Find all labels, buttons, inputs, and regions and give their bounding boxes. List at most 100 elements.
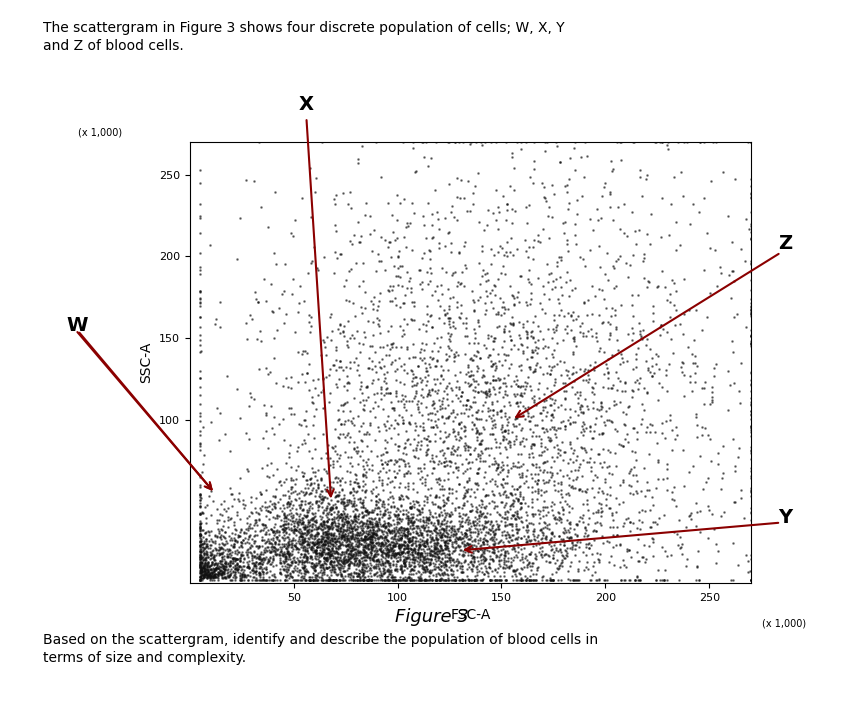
Point	[479, 285, 493, 296]
Point	[400, 468, 413, 479]
Point	[504, 559, 518, 570]
Point	[240, 561, 254, 572]
Point	[243, 546, 256, 557]
Point	[716, 441, 730, 452]
Point	[356, 535, 369, 546]
Point	[487, 528, 501, 540]
Point	[223, 545, 236, 556]
Point	[332, 574, 346, 585]
Point	[391, 547, 405, 559]
Point	[224, 533, 238, 544]
Point	[744, 574, 758, 585]
Point	[357, 428, 371, 439]
Point	[372, 516, 386, 528]
Point	[354, 567, 368, 578]
Point	[418, 557, 432, 569]
Point	[627, 518, 640, 529]
Point	[361, 507, 375, 518]
Point	[219, 558, 233, 570]
Point	[308, 471, 322, 482]
Point	[479, 501, 493, 512]
Point	[677, 391, 691, 402]
Point	[230, 536, 244, 547]
Point	[329, 491, 343, 502]
Point	[216, 562, 230, 574]
Point	[352, 574, 366, 585]
Point	[286, 503, 299, 514]
Point	[572, 461, 586, 473]
Point	[514, 551, 528, 562]
Point	[536, 537, 550, 548]
Point	[198, 571, 211, 582]
Point	[374, 466, 387, 477]
Point	[316, 540, 330, 552]
Point	[353, 557, 367, 568]
Point	[308, 574, 322, 585]
Point	[218, 572, 232, 584]
Point	[362, 518, 375, 530]
Point	[294, 530, 308, 542]
Point	[402, 560, 416, 572]
Point	[406, 368, 420, 380]
Point	[399, 241, 413, 252]
Point	[385, 550, 399, 561]
Point	[681, 341, 695, 353]
Point	[340, 494, 354, 506]
Point	[302, 574, 316, 585]
Point	[473, 551, 487, 562]
Point	[312, 504, 325, 515]
Point	[498, 407, 512, 418]
Point	[210, 572, 224, 583]
Point	[690, 432, 704, 443]
Point	[348, 543, 362, 555]
Point	[283, 498, 297, 510]
Point	[354, 572, 368, 583]
Point	[525, 493, 539, 505]
Point	[432, 552, 445, 563]
Point	[280, 522, 294, 533]
Point	[582, 542, 595, 553]
Text: Y: Y	[778, 508, 792, 527]
Point	[644, 208, 658, 220]
Point	[324, 549, 337, 560]
Point	[465, 542, 479, 554]
Point	[553, 156, 567, 168]
Point	[488, 574, 501, 585]
Point	[300, 552, 314, 564]
Point	[397, 555, 411, 566]
Point	[329, 354, 343, 365]
Point	[331, 381, 344, 392]
Point	[241, 522, 255, 533]
Point	[496, 464, 510, 475]
Point	[211, 570, 225, 581]
Point	[442, 343, 456, 354]
Point	[398, 543, 412, 555]
Point	[193, 415, 207, 427]
Point	[338, 524, 352, 535]
Point	[566, 348, 580, 360]
Point	[211, 547, 224, 559]
Point	[583, 456, 596, 468]
Point	[356, 506, 369, 518]
Point	[359, 429, 373, 440]
Point	[397, 525, 411, 536]
Point	[419, 534, 433, 545]
Point	[369, 562, 383, 574]
Point	[591, 215, 605, 226]
Point	[382, 568, 396, 579]
Point	[666, 526, 680, 538]
Point	[215, 570, 229, 581]
Point	[486, 404, 500, 415]
Point	[458, 574, 472, 585]
Point	[280, 513, 294, 525]
Point	[360, 551, 374, 562]
Point	[536, 457, 550, 469]
Point	[517, 530, 531, 542]
Point	[282, 559, 296, 570]
Point	[425, 309, 438, 321]
Point	[357, 464, 371, 475]
Point	[287, 525, 301, 536]
Point	[308, 530, 322, 542]
Point	[252, 363, 266, 375]
Point	[432, 552, 446, 563]
